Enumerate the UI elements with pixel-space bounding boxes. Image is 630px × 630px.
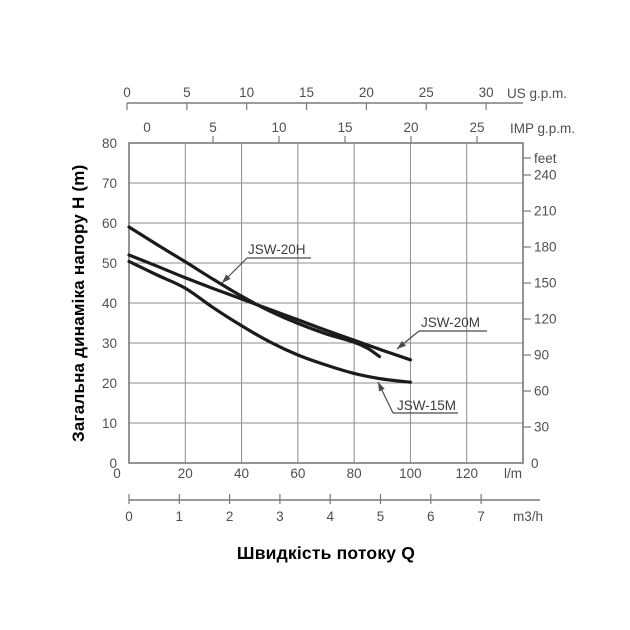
curve-jsw-20m [127, 253, 412, 362]
annotation-jsw-15m: JSW-15M [377, 381, 458, 414]
head-m-tick-label: 50 [102, 256, 117, 271]
head-m-tick-label: 0 [109, 456, 117, 471]
axis-head-m: 80 70 60 50 40 30 20 10 0 [102, 136, 117, 471]
us-tick-label: 20 [359, 85, 374, 100]
annotation-jsw-20m: JSW-20M [396, 315, 487, 350]
imp-tick-label: 5 [209, 120, 217, 135]
curve-label: JSW-20M [421, 315, 480, 330]
feet-tick-label: 150 [534, 276, 557, 291]
m3h-tick-label: 4 [326, 509, 334, 524]
lm-tick-label: 120 [455, 466, 478, 481]
leader-arrowhead-icon [378, 382, 385, 392]
m3h-tick-label: 1 [176, 509, 184, 524]
lm-tick-label: 60 [290, 466, 305, 481]
feet-tick-label: 30 [534, 420, 549, 435]
feet-tick-label: 210 [534, 204, 557, 219]
m3h-tick-label: 2 [226, 509, 234, 524]
head-m-tick-label: 60 [102, 216, 117, 231]
head-m-tick-label: 20 [102, 376, 117, 391]
leader-arrowhead-icon [222, 274, 231, 283]
m3h-tick-label: 3 [276, 509, 284, 524]
feet-tick-label: 90 [534, 348, 549, 363]
head-m-tick-label: 30 [102, 336, 117, 351]
m3h-tick-label: 6 [427, 509, 435, 524]
head-m-tick-label: 10 [102, 416, 117, 431]
curve-label: JSW-15M [397, 398, 456, 413]
feet-tick-label: 180 [534, 240, 557, 255]
grid [129, 143, 523, 463]
feet-tick-label: 0 [531, 456, 539, 471]
us-tick-label: 25 [419, 85, 434, 100]
lm-tick-label: 80 [347, 466, 362, 481]
feet-unit-label: feet [534, 151, 557, 166]
imp-tick-label: 25 [469, 120, 484, 135]
annotation-jsw-20h: JSW-20H [221, 242, 311, 284]
m3h-tick-label: 5 [377, 509, 385, 524]
imp-unit-label: IMP g.p.m. [510, 121, 575, 136]
m3h-tick-label: 0 [125, 509, 133, 524]
us-tick-label: 30 [479, 85, 494, 100]
imp-tick-label: 0 [143, 120, 151, 135]
feet-tick-label: 60 [534, 384, 549, 399]
head-m-tick-label: 70 [102, 176, 117, 191]
imp-tick-label: 15 [337, 120, 352, 135]
axis-feet: feet 240 210 180 150 120 90 60 30 0 [523, 151, 557, 471]
curve-label: JSW-20H [248, 242, 306, 257]
x-axis-title: Швидкість потоку Q [236, 543, 416, 563]
us-tick-label: 10 [239, 85, 254, 100]
m3h-tick-label: 7 [477, 509, 485, 524]
imp-tick-label: 20 [403, 120, 418, 135]
lm-tick-label: 100 [399, 466, 422, 481]
us-tick-label: 0 [123, 85, 131, 100]
feet-tick-label: 120 [534, 312, 557, 327]
imp-tick-label: 10 [271, 120, 286, 135]
lm-tick-label: 0 [113, 466, 121, 481]
us-tick-label: 5 [183, 85, 191, 100]
plot-frame [128, 142, 524, 464]
us-tick-label: 15 [299, 85, 314, 100]
head-m-tick-label: 40 [102, 296, 117, 311]
curve-jsw-15m [127, 259, 412, 384]
m3h-unit-label: m3/h [513, 509, 543, 524]
lm-tick-label: 40 [234, 466, 249, 481]
leader-arrowhead-icon [397, 340, 406, 349]
axis-lm: 0 20 40 60 80 100 120 l/m [113, 466, 522, 481]
axis-m3h: 0 1 2 3 4 5 6 7 m3/h [125, 494, 543, 524]
lm-unit-label: l/m [504, 466, 522, 481]
lm-tick-label: 20 [178, 466, 193, 481]
feet-tick-label: 240 [534, 168, 557, 183]
us-unit-label: US g.p.m. [507, 86, 567, 101]
axis-imp-gpm: 0 5 10 15 20 25 IMP g.p.m. [143, 120, 575, 143]
axis-us-gpm: 0 5 10 15 20 25 30 US g.p.m. [123, 85, 567, 110]
head-m-tick-label: 80 [102, 136, 117, 151]
